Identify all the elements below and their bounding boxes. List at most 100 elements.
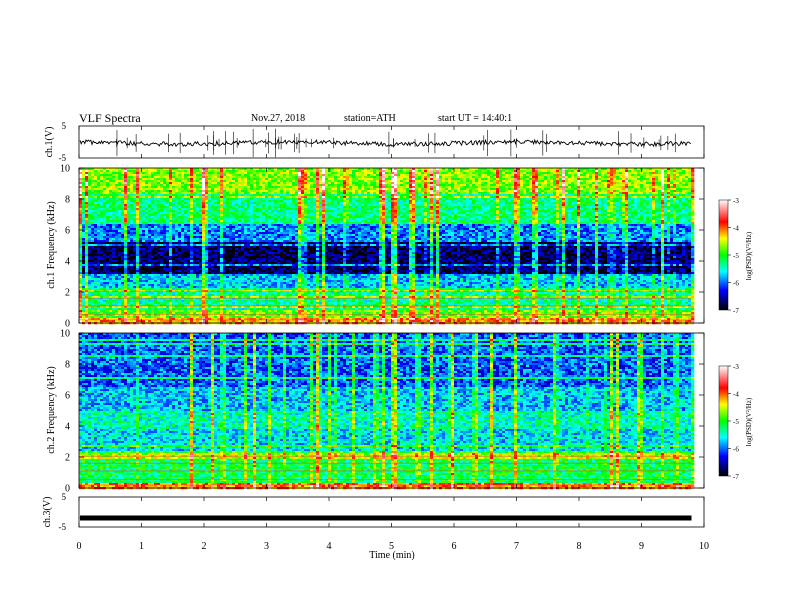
spectrogram-cell bbox=[535, 204, 539, 207]
spectrogram-cell bbox=[544, 176, 548, 179]
spectrogram-cell bbox=[307, 172, 311, 175]
spectrogram-cell bbox=[412, 210, 416, 213]
spectrogram-cell bbox=[535, 214, 539, 217]
spectrogram-cell bbox=[679, 180, 683, 183]
spectrogram-cell bbox=[160, 202, 164, 205]
spectrogram-cell bbox=[283, 198, 287, 201]
spectrogram-cell bbox=[241, 182, 245, 185]
spectrogram-cell bbox=[520, 202, 524, 205]
spectrogram-cell bbox=[478, 204, 482, 207]
spectrogram-cell bbox=[382, 168, 386, 171]
spectrogram-cell bbox=[514, 200, 518, 203]
spectrogram-cell bbox=[592, 190, 596, 193]
spectrogram-cell bbox=[676, 188, 680, 191]
spectrogram-cell bbox=[226, 196, 230, 199]
spectrogram-cell bbox=[595, 196, 599, 199]
spectrogram-cell bbox=[565, 206, 569, 209]
spectrogram-cell bbox=[601, 188, 605, 191]
spectrogram-cell bbox=[526, 210, 530, 213]
spectrogram-cell bbox=[364, 168, 368, 171]
spectrogram-cell bbox=[535, 212, 539, 215]
spectrogram-cell bbox=[349, 204, 353, 207]
spectrogram-cell bbox=[82, 212, 86, 215]
spectrogram-cell bbox=[538, 182, 542, 185]
spectrogram-cell bbox=[103, 192, 107, 195]
spectrogram-cell bbox=[559, 188, 563, 191]
spectrogram-cell bbox=[187, 168, 191, 171]
spectrogram-cell bbox=[454, 208, 458, 211]
spectrogram-cell bbox=[349, 198, 353, 201]
spectrogram-cell bbox=[508, 210, 512, 213]
spectrogram-cell bbox=[223, 194, 227, 197]
spectrogram-cell bbox=[145, 214, 149, 217]
spectrogram-cell bbox=[163, 176, 167, 179]
spectrogram-cell bbox=[643, 192, 647, 195]
spectrogram-cell bbox=[304, 210, 308, 213]
spectrogram-cell bbox=[211, 194, 215, 197]
spectrogram-cell bbox=[175, 190, 179, 193]
spectrogram-cell bbox=[271, 190, 275, 193]
spectrogram-cell bbox=[658, 206, 662, 209]
spectrogram-cell bbox=[118, 172, 122, 175]
spectrogram-cell bbox=[484, 178, 488, 181]
spectrogram-cell bbox=[163, 190, 167, 193]
spectrogram-cell bbox=[340, 184, 344, 187]
spectrogram-cell bbox=[223, 174, 227, 177]
spectrogram-cell bbox=[292, 184, 296, 187]
spectrogram-cell bbox=[589, 206, 593, 209]
spectrogram-cell bbox=[493, 200, 497, 203]
spectrogram-cell bbox=[499, 212, 503, 215]
spectrogram-cell bbox=[298, 170, 302, 173]
spectrogram-cell bbox=[178, 214, 182, 217]
spectrogram-cell bbox=[112, 214, 116, 217]
spectrogram-cell bbox=[505, 210, 509, 213]
spectrogram-cell bbox=[475, 204, 479, 207]
spectrogram-cell bbox=[193, 172, 197, 175]
spectrogram-cell bbox=[313, 186, 317, 189]
spectrogram-cell bbox=[226, 184, 230, 187]
spectrogram-cell bbox=[403, 168, 407, 171]
spectrogram-cell bbox=[148, 208, 152, 211]
spectrogram-cell bbox=[91, 198, 95, 201]
spectrogram-cell bbox=[655, 172, 659, 175]
spectrogram-cell bbox=[418, 172, 422, 175]
spectrogram-cell bbox=[481, 194, 485, 197]
spectrogram-cell bbox=[139, 192, 143, 195]
spectrogram-cell bbox=[175, 182, 179, 185]
spectrogram-cell bbox=[349, 174, 353, 177]
spectrogram-cell bbox=[463, 198, 467, 201]
spectrogram-cell bbox=[556, 174, 560, 177]
spectrogram-cell bbox=[565, 210, 569, 213]
spectrogram-cell bbox=[229, 186, 233, 189]
spectrogram-cell bbox=[478, 172, 482, 175]
spectrogram-cell bbox=[301, 184, 305, 187]
spectrogram-cell bbox=[607, 214, 611, 217]
spectrogram-cell bbox=[151, 200, 155, 203]
spectrogram-cell bbox=[265, 180, 269, 183]
spectrogram-cell bbox=[454, 210, 458, 213]
spectrogram-cell bbox=[400, 174, 404, 177]
spectrogram-cell bbox=[151, 180, 155, 183]
spectrogram-cell bbox=[175, 186, 179, 189]
spectrogram-cell bbox=[145, 174, 149, 177]
spectrogram-cell bbox=[448, 170, 452, 173]
spectrogram-cell bbox=[238, 172, 242, 175]
spectrogram-cell bbox=[556, 214, 560, 217]
spectrogram-cell bbox=[127, 180, 131, 183]
spectrogram-cell bbox=[121, 208, 125, 211]
spectrogram-cell bbox=[325, 190, 329, 193]
spectrogram-cell bbox=[301, 172, 305, 175]
spectrogram-cell bbox=[145, 194, 149, 197]
spectrogram-cell bbox=[595, 208, 599, 211]
spectrogram-cell bbox=[622, 178, 626, 181]
spectrogram-cell bbox=[115, 170, 119, 173]
spectrogram-cell bbox=[292, 168, 296, 171]
spectrogram-cell bbox=[190, 202, 194, 205]
spectrogram-cell bbox=[640, 176, 644, 179]
spectrogram-cell bbox=[535, 170, 539, 173]
spectrogram-cell bbox=[457, 208, 461, 211]
spectrogram-cell bbox=[220, 174, 224, 177]
spectrogram-cell bbox=[658, 168, 662, 171]
spectrogram-cell bbox=[436, 208, 440, 211]
spectrogram-cell bbox=[481, 182, 485, 185]
